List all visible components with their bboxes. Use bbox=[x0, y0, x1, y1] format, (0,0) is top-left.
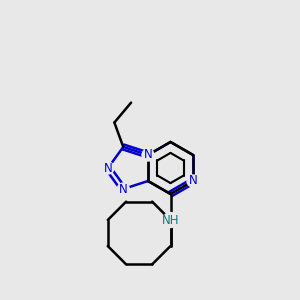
Circle shape bbox=[187, 175, 199, 187]
Text: N: N bbox=[119, 182, 128, 196]
Text: NH: NH bbox=[162, 214, 179, 226]
Text: N: N bbox=[144, 148, 152, 161]
Circle shape bbox=[102, 162, 114, 174]
Text: N: N bbox=[103, 161, 112, 175]
Circle shape bbox=[163, 212, 178, 227]
Circle shape bbox=[142, 149, 154, 161]
Circle shape bbox=[117, 183, 129, 195]
Text: N: N bbox=[189, 175, 197, 188]
